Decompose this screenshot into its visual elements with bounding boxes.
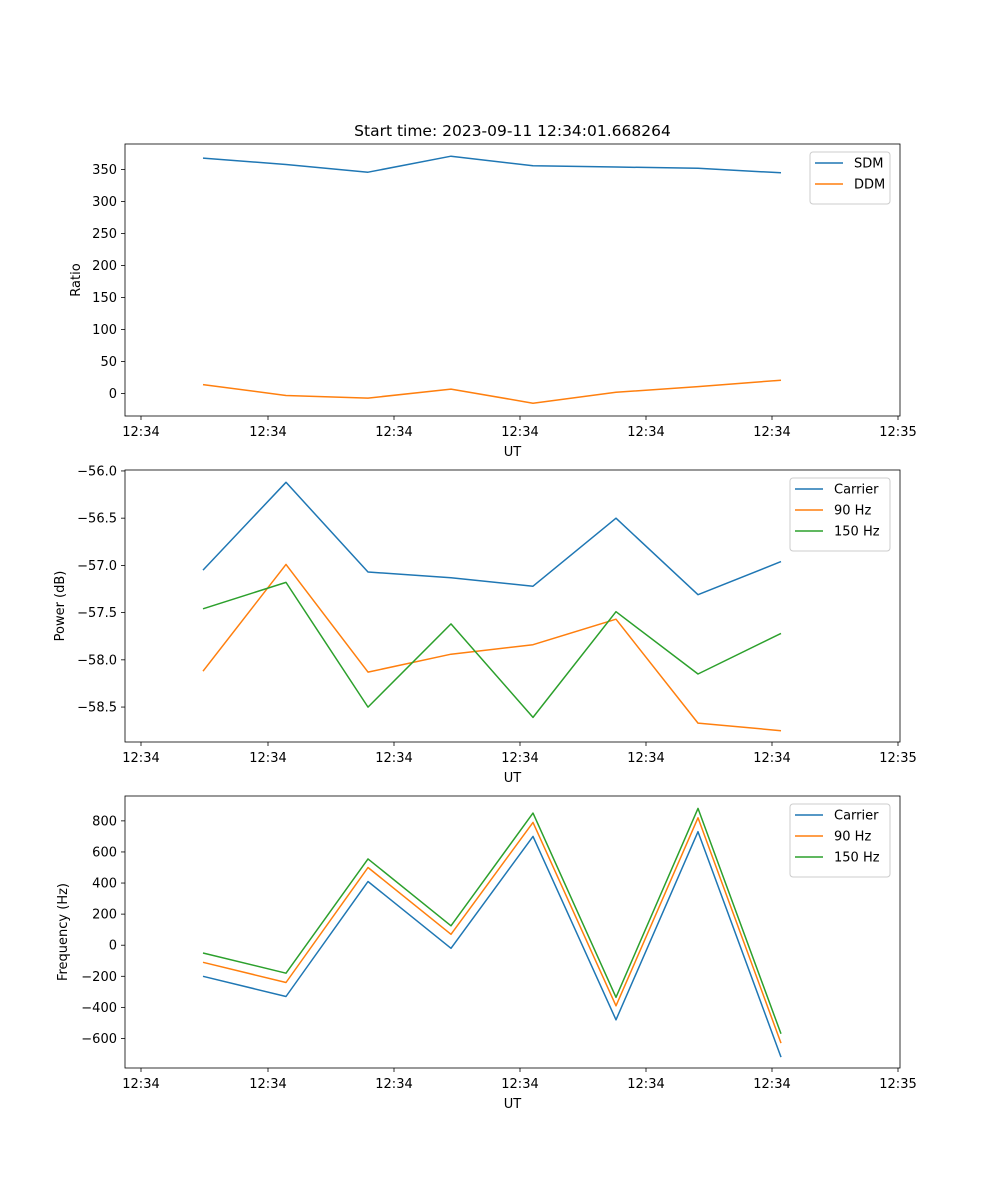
y-tick-label: 0: [109, 387, 117, 402]
x-tick-label: 12:35: [879, 751, 916, 766]
series-line-carrier: [202, 481, 782, 596]
axes-frame: [124, 795, 901, 1069]
x-tick-label: 12:34: [627, 425, 664, 440]
x-axis-label: UT: [504, 1097, 522, 1112]
x-tick-label: 12:34: [249, 751, 286, 766]
legend-box: [789, 477, 891, 552]
x-axis-label: UT: [504, 771, 522, 786]
legend-label: 150 Hz: [834, 525, 880, 540]
legend-box: [809, 151, 891, 205]
x-tick-label: 12:34: [753, 425, 790, 440]
x-axis-label: UT: [504, 445, 522, 460]
chart-title: Start time: 2023-09-11 12:34:01.668264: [354, 122, 671, 140]
x-tick-label: 12:34: [249, 1077, 286, 1092]
x-tick-label: 12:34: [501, 425, 538, 440]
chart-panel-frequency: 12:34 12:34 12:34 12:34 12:34 12:34 12:35 −600 −…: [56, 795, 917, 1112]
x-tick-label: 12:34: [122, 425, 159, 440]
y-axis-label: Frequency (Hz): [56, 883, 71, 981]
y-tick-label: 150: [92, 291, 117, 306]
axes-frame: [124, 143, 901, 417]
y-tick-label: 250: [92, 227, 117, 242]
series-line-sdm: [202, 155, 782, 174]
x-tick-label: 12:34: [375, 751, 412, 766]
x-tick-label: 12:34: [501, 1077, 538, 1092]
x-tick-label: 12:34: [122, 751, 159, 766]
series-line-90-hz: [202, 563, 782, 732]
y-tick-label: −400: [81, 1001, 117, 1016]
x-tick-label: 12:34: [753, 1077, 790, 1092]
legend-label: SDM: [854, 157, 883, 172]
y-tick-label: 600: [92, 845, 117, 860]
legend-box: [789, 803, 891, 878]
y-tick-label: 200: [92, 908, 117, 923]
y-tick-label: 200: [92, 259, 117, 274]
x-tick-label: 12:34: [375, 425, 412, 440]
x-tick-label: 12:34: [375, 1077, 412, 1092]
y-axis-label: Power (dB): [53, 571, 68, 642]
x-tick-label: 12:35: [879, 425, 916, 440]
series-line-150-hz: [202, 807, 782, 1035]
y-tick-label: 400: [92, 877, 117, 892]
legend-label: Carrier: [834, 483, 879, 498]
legend: SDM DDM: [809, 151, 891, 205]
series-line-carrier: [202, 830, 782, 1058]
y-tick-label: −57.0: [77, 559, 117, 574]
legend: Carrier 90 Hz 150 Hz: [789, 803, 891, 878]
series-line-ddm: [202, 379, 782, 404]
series-line-90-hz: [202, 817, 782, 1044]
legend: Carrier 90 Hz 150 Hz: [789, 477, 891, 552]
legend-label: 90 Hz: [834, 830, 871, 845]
y-tick-label: 350: [92, 163, 117, 178]
x-tick-label: 12:34: [249, 425, 286, 440]
y-tick-label: −200: [81, 970, 117, 985]
series-line-150-hz: [202, 581, 782, 719]
y-tick-label: −57.5: [77, 606, 117, 621]
y-tick-label: 800: [92, 814, 117, 829]
x-tick-label: 12:34: [627, 1077, 664, 1092]
y-tick-label: −56.0: [77, 464, 117, 479]
chart-panel-ratio: 12:34 12:34 12:34 12:34 12:34 12:34 12:35 0 50 10…: [69, 122, 917, 460]
x-tick-label: 12:34: [753, 751, 790, 766]
legend-label: 90 Hz: [834, 504, 871, 519]
legend-label: 150 Hz: [834, 851, 880, 866]
y-tick-label: 0: [109, 939, 117, 954]
x-tick-label: 12:34: [627, 751, 664, 766]
y-tick-label: −58.5: [77, 701, 117, 716]
y-axis-label: Ratio: [69, 263, 84, 296]
y-tick-label: 100: [92, 323, 117, 338]
axes-frame: [124, 469, 901, 743]
y-tick-label: 300: [92, 195, 117, 210]
legend-label: DDM: [854, 178, 885, 193]
x-tick-label: 12:34: [501, 751, 538, 766]
chart-panel-power: 12:34 12:34 12:34 12:34 12:34 12:34 12:35 −58.5…: [53, 464, 917, 786]
x-tick-label: 12:35: [879, 1077, 916, 1092]
y-tick-label: −56.5: [77, 512, 117, 527]
y-tick-label: −58.0: [77, 653, 117, 668]
y-tick-label: −600: [81, 1032, 117, 1047]
x-tick-label: 12:34: [122, 1077, 159, 1092]
legend-label: Carrier: [834, 809, 879, 824]
y-tick-label: 50: [100, 355, 117, 370]
